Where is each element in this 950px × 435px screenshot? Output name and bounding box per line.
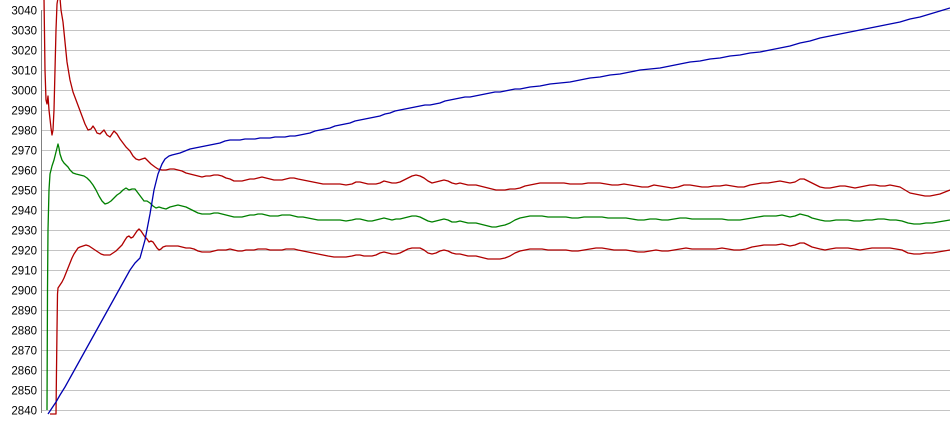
- y-axis-tick-label: 2970: [11, 146, 37, 158]
- y-axis-tick-label: 3040: [11, 6, 37, 18]
- red-upper-series-line: [43, 0, 950, 197]
- y-axis-tick-label: 2930: [11, 226, 37, 238]
- y-axis-tick-label: 3020: [11, 46, 37, 58]
- y-axis-tick-label: 2990: [11, 106, 37, 118]
- y-axis-tick-label: 2950: [11, 186, 37, 198]
- y-axis-tick-label: 2870: [11, 346, 37, 358]
- y-axis-tick-label: 2940: [11, 206, 37, 218]
- y-axis-tick-label: 2910: [11, 266, 37, 278]
- blue-rising-series-line: [47, 7, 950, 415]
- y-axis-tick-label: 2980: [11, 126, 37, 138]
- y-axis-tick-label: 2960: [11, 166, 37, 178]
- y-axis-tick-label: 3000: [11, 86, 37, 98]
- green-middle-series-line: [46, 143, 950, 411]
- red-lower-series-line: [50, 228, 950, 415]
- y-axis-tick-label: 2860: [11, 366, 37, 378]
- y-axis-tick-label: 2890: [11, 306, 37, 318]
- y-axis-tick-label: 2900: [11, 286, 37, 298]
- y-axis-tick-label: 2840: [11, 406, 37, 418]
- y-axis-tick-label: 2850: [11, 386, 37, 398]
- y-axis-tick-label: 3010: [11, 66, 37, 78]
- y-axis-tick-label: 3030: [11, 26, 37, 38]
- y-axis-tick-label: 2920: [11, 246, 37, 258]
- y-axis-tick-label: 2880: [11, 326, 37, 338]
